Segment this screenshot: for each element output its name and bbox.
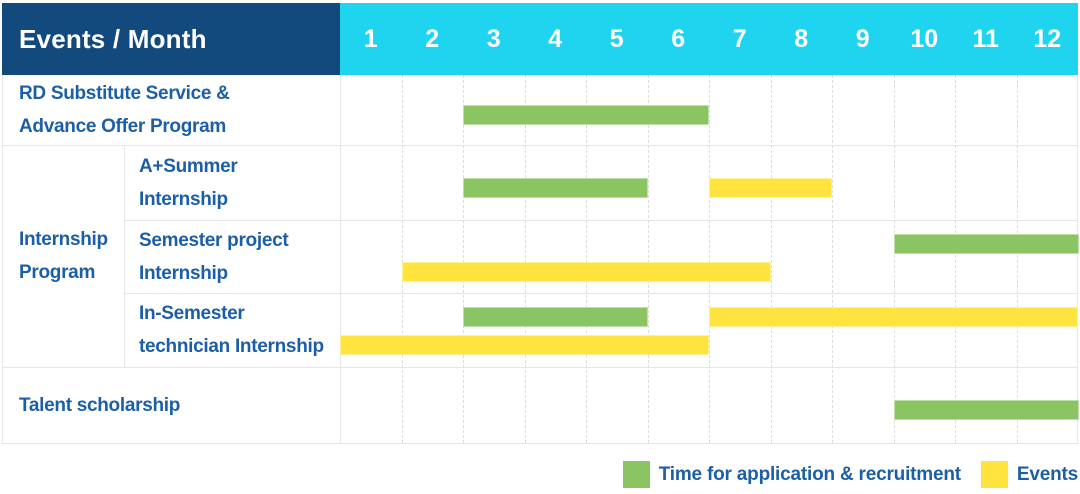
group-label: Internship Program <box>2 145 124 367</box>
month-header-cell: 3 <box>486 24 501 53</box>
month-header-cell: 12 <box>1033 24 1062 53</box>
gantt-bar-recruitment <box>463 178 648 198</box>
row-label: A+Summer Internship <box>125 145 340 220</box>
row-divider <box>2 367 1078 368</box>
chart-left-border <box>340 75 341 443</box>
row-divider <box>124 293 1078 294</box>
month-gridline <box>525 75 526 443</box>
month-header-cell: 10 <box>910 24 939 53</box>
row-label-line: Semester project <box>139 229 289 251</box>
gantt-bar-event <box>340 335 709 355</box>
row-label-line: Internship <box>139 262 228 284</box>
month-header-cell: 7 <box>732 24 747 53</box>
sublabel-divider <box>124 145 125 367</box>
month-header-cell: 2 <box>425 24 440 53</box>
month-header-cell: 6 <box>671 24 686 53</box>
row-label-line: RD Substitute Service & <box>19 83 230 104</box>
row-label-line: Internship <box>139 188 228 210</box>
legend-item-recruitment: Time for application & recruitment <box>622 461 961 488</box>
month-gridline <box>832 75 833 443</box>
month-gridline <box>463 75 464 443</box>
row-label: Talent scholarship <box>2 367 340 443</box>
month-header-cell: 8 <box>794 24 809 53</box>
row-label-line: technician Internship <box>139 336 324 357</box>
month-gridline <box>771 75 772 443</box>
gantt-bar-event <box>709 307 1078 327</box>
row-label-line: Talent scholarship <box>19 394 181 416</box>
row-divider <box>124 220 1078 221</box>
group-label-line: Internship <box>19 229 108 250</box>
month-header-cell: 5 <box>609 24 624 53</box>
group-label-line: Program <box>19 262 96 283</box>
month-header-cell: 11 <box>972 24 999 53</box>
row-label-line: Advance Offer Program <box>19 116 226 137</box>
row-label-line: In-Semester <box>139 303 245 324</box>
row-label: Semester project Internship <box>125 220 340 293</box>
events-month-header-cell: Events / Month <box>2 3 340 75</box>
legend-swatch-recruitment <box>622 461 650 488</box>
month-gridline <box>955 75 956 443</box>
month-header-cell: 1 <box>363 24 378 53</box>
legend-swatch-event <box>980 461 1008 488</box>
gantt-bar-recruitment <box>894 400 1079 420</box>
row-divider <box>2 145 1078 146</box>
legend-label-recruitment: Time for application & recruitment <box>658 463 961 485</box>
month-gridline <box>1017 75 1018 443</box>
legend-item-event: Events <box>980 461 1078 488</box>
row-label: RD Substitute Service & Advance Offer Pro… <box>2 75 340 145</box>
month-gridline <box>586 75 587 443</box>
table-left-border <box>2 75 3 443</box>
table-right-border <box>1077 75 1078 443</box>
month-gridline <box>894 75 895 443</box>
events-month-title: Events / Month <box>19 23 207 54</box>
gantt-bar-recruitment <box>463 307 648 327</box>
month-header-row: 1 2 3 4 5 6 7 8 9 10 11 12 <box>340 3 1078 75</box>
gantt-bar-recruitment <box>894 234 1079 254</box>
table-bottom-border <box>2 443 1078 444</box>
gantt-bar-event <box>709 178 832 198</box>
row-label-line: A+Summer <box>139 155 238 177</box>
row-label: In-Semester technician Internship <box>125 293 340 367</box>
legend: Time for application & recruitment Events <box>622 461 1078 488</box>
gantt-bar-recruitment <box>463 105 709 125</box>
gantt-bar-event <box>402 262 771 282</box>
legend-label-event: Events <box>1016 463 1078 485</box>
month-gridline <box>709 75 710 443</box>
month-gridline <box>402 75 403 443</box>
month-header-cell: 4 <box>548 24 563 53</box>
month-gridline <box>648 75 649 443</box>
month-header-cell: 9 <box>855 24 870 53</box>
